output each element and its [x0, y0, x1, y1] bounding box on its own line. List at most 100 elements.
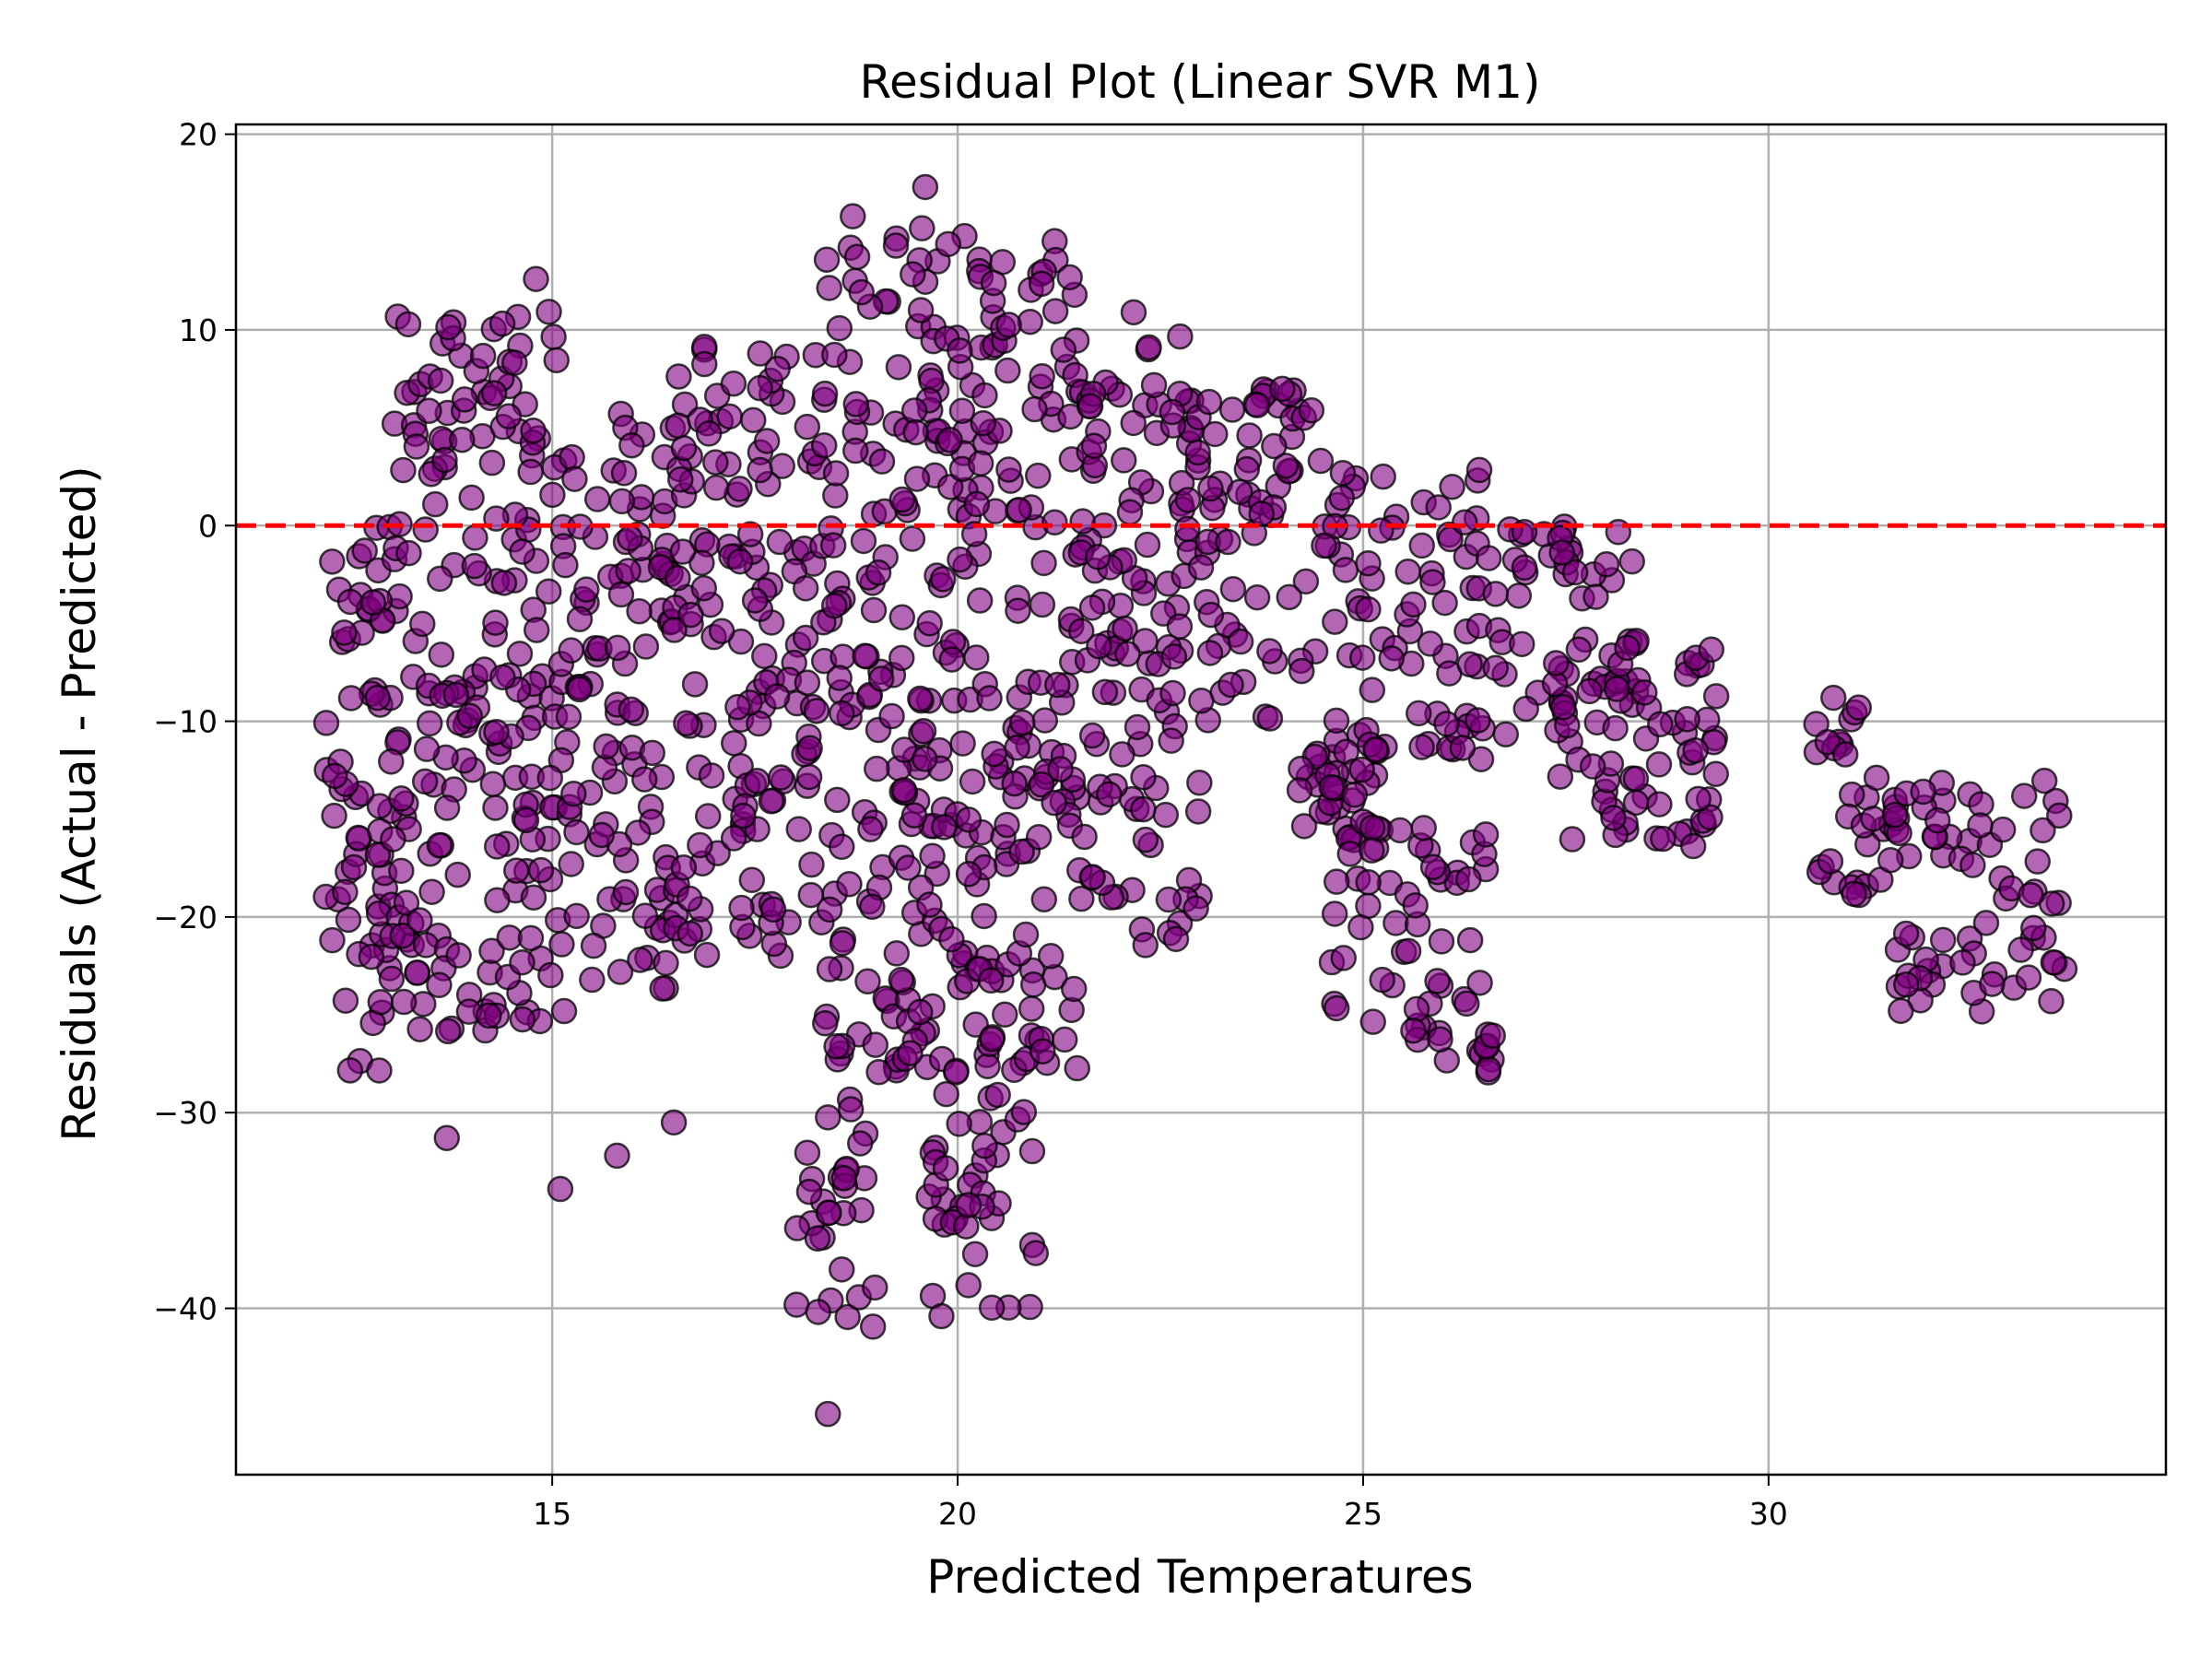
scatter-point: [846, 1130, 874, 1157]
scatter-point: [1174, 487, 1202, 513]
scatter-point: [495, 403, 523, 429]
scatter-point: [949, 730, 976, 757]
scatter-point: [503, 857, 530, 884]
scatter-point: [1323, 707, 1350, 735]
scatter-point: [1650, 825, 1677, 853]
scatter-point: [767, 764, 794, 791]
scatter-point: [555, 703, 582, 731]
scatter-point: [1355, 892, 1382, 920]
scatter-point: [1881, 801, 1909, 829]
scatter-point: [312, 710, 340, 736]
scatter-point: [335, 906, 362, 934]
scatter-point: [388, 857, 415, 885]
scatter-point: [1929, 926, 1957, 954]
scatter-point: [661, 617, 688, 643]
scatter-point: [916, 610, 943, 637]
scatter-point: [1370, 463, 1396, 490]
scatter-point: [726, 547, 754, 575]
scatter-point: [803, 698, 830, 724]
scatter-point: [566, 606, 594, 633]
scatter-point: [411, 768, 439, 795]
scatter-point: [1159, 398, 1186, 426]
scatter-point: [812, 1010, 839, 1037]
scatter-point: [843, 243, 871, 271]
scatter-point: [1041, 509, 1068, 536]
scatter-point: [1702, 760, 1729, 788]
scatter-point: [820, 592, 848, 619]
scatter-point: [1466, 970, 1493, 996]
scatter-point: [867, 665, 895, 692]
scatter-point: [579, 966, 606, 994]
scatter-point: [1152, 801, 1180, 829]
scatter-point: [730, 802, 757, 830]
scatter-point: [829, 930, 856, 957]
scatter-point: [902, 418, 929, 446]
scatter-point: [907, 297, 935, 324]
scatter-point: [426, 971, 453, 999]
scatter-point: [604, 634, 631, 662]
scatter-point: [1120, 409, 1147, 437]
scatter-point: [484, 833, 511, 860]
scatter-point: [1408, 532, 1435, 559]
scatter-point: [1845, 694, 1873, 721]
scatter-point: [403, 433, 430, 460]
scatter-point: [426, 831, 453, 859]
scatter-point: [795, 1178, 823, 1206]
scatter-point: [433, 794, 461, 821]
scatter-point: [1071, 823, 1098, 851]
scatter-point: [766, 528, 794, 556]
scatter-point: [520, 884, 547, 912]
scatter-point: [829, 1256, 855, 1283]
scatter-point: [552, 551, 579, 579]
scatter-point: [740, 406, 767, 434]
scatter-point: [584, 486, 611, 512]
scatter-point: [1451, 509, 1478, 535]
scatter-point: [1226, 478, 1253, 506]
scatter-point: [445, 942, 472, 969]
scatter-point: [1134, 531, 1161, 559]
scatter-point: [1614, 634, 1641, 662]
scatter-point: [1482, 654, 1509, 681]
scatter-point: [593, 733, 619, 760]
scatter-point: [811, 380, 839, 407]
scatter-point: [543, 347, 571, 374]
scatter-point: [841, 437, 869, 465]
scatter-point: [792, 575, 819, 602]
scatter-point: [1330, 945, 1358, 971]
scatter-point: [418, 878, 445, 905]
scatter-point: [523, 617, 550, 643]
scatter-point: [1269, 375, 1296, 403]
scatter-point: [826, 314, 853, 342]
scatter-point: [364, 684, 391, 712]
scatter-point: [995, 312, 1022, 338]
scatter-point: [479, 771, 507, 797]
scatter-point: [1979, 971, 2006, 997]
scatter-point: [1182, 895, 1209, 922]
scatter-point: [406, 907, 433, 934]
scatter-point: [947, 546, 973, 573]
scatter-point: [618, 696, 645, 724]
y-tick-label: −40: [153, 1291, 218, 1327]
scatter-point: [900, 397, 928, 424]
scatter-point: [1512, 695, 1539, 723]
scatter-point: [559, 443, 585, 471]
scatter-point: [1548, 539, 1575, 566]
scatter-point: [1184, 439, 1211, 466]
scatter-point: [1419, 853, 1447, 881]
scatter-point: [854, 968, 881, 995]
scatter-point: [1022, 1240, 1050, 1266]
scatter-point: [1111, 447, 1137, 474]
scatter-point: [1322, 608, 1348, 635]
scatter-point: [1248, 500, 1275, 527]
scatter-point: [1158, 727, 1184, 754]
scatter-point: [1618, 547, 1645, 575]
scatter-point: [2015, 964, 2042, 991]
scatter-point: [670, 853, 698, 881]
scatter-point: [865, 1058, 892, 1086]
scatter-point: [899, 525, 926, 552]
scatter-point: [416, 397, 442, 425]
scatter-point: [1272, 453, 1300, 479]
scatter-point: [610, 460, 638, 487]
scatter-point: [632, 633, 660, 660]
scatter-point: [966, 587, 994, 614]
